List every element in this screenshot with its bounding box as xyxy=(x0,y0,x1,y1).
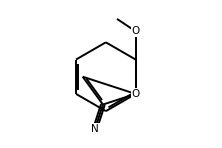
Text: O: O xyxy=(131,26,140,36)
Text: N: N xyxy=(91,124,99,134)
Text: O: O xyxy=(131,89,140,99)
